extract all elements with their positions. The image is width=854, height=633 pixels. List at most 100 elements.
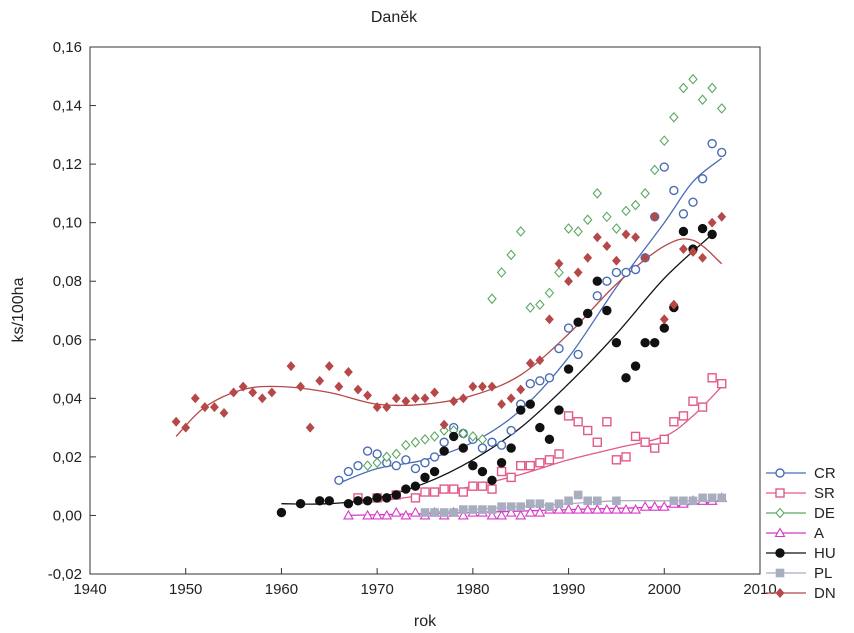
data-point-de bbox=[678, 82, 689, 94]
data-point-dn bbox=[679, 244, 688, 254]
data-point-de bbox=[401, 439, 411, 451]
data-point-sr bbox=[659, 434, 669, 445]
y-tick-label: 0,14 bbox=[53, 98, 82, 115]
data-point-dn bbox=[717, 211, 727, 222]
data-point-sr bbox=[477, 481, 488, 491]
data-point-a bbox=[400, 509, 412, 520]
data-point-de bbox=[496, 267, 507, 278]
data-point-hu bbox=[563, 364, 574, 374]
data-point-dn bbox=[334, 381, 344, 392]
data-point-sr bbox=[516, 460, 526, 471]
data-point-dn bbox=[344, 367, 353, 377]
data-point-dn bbox=[420, 393, 430, 404]
data-point-de bbox=[573, 226, 583, 237]
data-point-a bbox=[362, 509, 374, 520]
data-point-dn bbox=[257, 393, 267, 404]
data-point-hu bbox=[372, 493, 382, 503]
y-tick-label: 0,12 bbox=[53, 156, 82, 173]
data-point-de bbox=[525, 302, 536, 313]
data-point-sr bbox=[611, 455, 622, 465]
data-point-pl bbox=[439, 508, 449, 517]
series-sr bbox=[353, 373, 727, 503]
data-point-pl bbox=[497, 502, 506, 511]
data-point-de bbox=[506, 249, 516, 261]
data-point-a bbox=[381, 509, 393, 520]
data-point-a bbox=[390, 506, 402, 517]
data-point-a bbox=[534, 506, 546, 517]
data-point-cr bbox=[602, 276, 612, 286]
y-tick-label: 0,10 bbox=[53, 215, 82, 232]
y-tick-label: 0,08 bbox=[53, 273, 82, 290]
data-point-hu bbox=[324, 496, 334, 506]
x-axis: 1940 1950 1960 1970 1980 1990 2000 2010 bbox=[73, 568, 777, 598]
plot-area-frame bbox=[89, 46, 761, 575]
data-point-hu bbox=[353, 496, 363, 506]
data-point-hu bbox=[611, 338, 622, 348]
data-point-cr bbox=[554, 343, 564, 354]
data-point-sr bbox=[583, 425, 593, 436]
x-tick-label: 1950 bbox=[169, 581, 202, 598]
data-point-hu bbox=[602, 305, 612, 316]
data-point-hu bbox=[391, 490, 401, 500]
data-point-cr bbox=[697, 174, 708, 184]
data-point-a bbox=[591, 503, 603, 514]
data-point-sr bbox=[544, 455, 555, 465]
data-point-de bbox=[640, 188, 650, 199]
trend-lines bbox=[175, 157, 723, 517]
legend-marker-de bbox=[775, 507, 785, 519]
data-point-dn bbox=[573, 267, 583, 278]
data-point-dn bbox=[659, 314, 669, 325]
data-point-a bbox=[572, 503, 584, 514]
data-point-sr bbox=[573, 417, 583, 427]
x-tick-label: 2010 bbox=[743, 581, 776, 598]
y-axis: -0,02 0,00 0,02 0,04 0,06 0,08 0,10 0,12 0,14 0,1… bbox=[48, 39, 96, 583]
data-point-pl bbox=[525, 499, 535, 509]
data-point-sr bbox=[429, 487, 440, 497]
legend-item-a: A bbox=[766, 525, 824, 542]
data-point-a bbox=[486, 509, 498, 520]
data-point-a bbox=[582, 503, 594, 514]
data-point-a bbox=[620, 503, 632, 514]
data-point-hu bbox=[477, 466, 488, 477]
y-tick-label: -0,02 bbox=[48, 566, 82, 583]
data-point-dn bbox=[324, 361, 334, 372]
legend-label-a: A bbox=[814, 525, 824, 542]
data-point-cr bbox=[372, 449, 382, 459]
data-point-sr bbox=[563, 411, 574, 421]
data-point-pl bbox=[583, 496, 593, 506]
data-point-de bbox=[515, 226, 526, 237]
data-point-dn bbox=[602, 241, 612, 252]
data-point-a bbox=[563, 503, 575, 514]
data-point-de bbox=[544, 287, 555, 299]
data-point-dn bbox=[640, 252, 650, 263]
data-point-pl bbox=[698, 493, 707, 503]
data-point-dn bbox=[525, 358, 535, 369]
data-point-de bbox=[554, 267, 564, 278]
data-point-a bbox=[639, 501, 651, 511]
data-point-pl bbox=[478, 505, 487, 514]
data-point-a bbox=[524, 506, 536, 517]
legend-label-hu: HU bbox=[814, 545, 836, 562]
data-point-hu bbox=[295, 499, 306, 509]
data-point-hu bbox=[640, 338, 650, 348]
data-point-sr bbox=[669, 417, 679, 427]
legend-marker-cr bbox=[775, 468, 785, 478]
data-point-hu bbox=[468, 460, 478, 471]
data-point-de bbox=[372, 457, 382, 469]
data-point-de bbox=[707, 82, 717, 94]
data-point-cr bbox=[496, 440, 507, 450]
data-point-dn bbox=[353, 384, 363, 395]
data-point-cr bbox=[592, 291, 602, 301]
data-point-sr bbox=[688, 396, 698, 406]
data-point-sr bbox=[410, 493, 421, 503]
data-point-dn bbox=[621, 229, 631, 240]
data-point-de bbox=[669, 111, 679, 123]
y-tick-label: 0,04 bbox=[53, 390, 82, 407]
data-point-pl bbox=[545, 502, 554, 511]
legend-label-de: DE bbox=[814, 505, 835, 522]
data-point-de bbox=[649, 164, 660, 176]
legend-label-dn: DN bbox=[814, 585, 836, 602]
data-point-dn bbox=[430, 387, 439, 398]
data-points bbox=[171, 73, 728, 520]
